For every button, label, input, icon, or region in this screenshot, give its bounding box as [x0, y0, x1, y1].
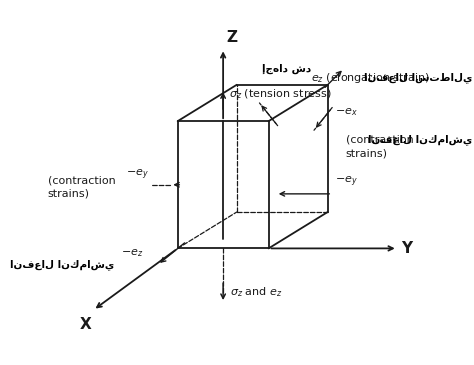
Text: إجهاد شد: إجهاد شد [262, 64, 311, 74]
Text: انفعال انكماشي: انفعال انكماشي [9, 260, 114, 270]
Text: $-e_y$: $-e_y$ [335, 175, 358, 189]
Text: strains): strains) [48, 188, 90, 199]
Text: X: X [80, 318, 92, 333]
Text: Z: Z [227, 30, 238, 45]
Text: strains): strains) [346, 149, 388, 158]
Text: $e_z$ (elongation strain): $e_z$ (elongation strain) [311, 70, 430, 85]
Text: $-e_y$: $-e_y$ [126, 168, 148, 182]
Text: Y: Y [401, 241, 412, 256]
Text: $\sigma_z$ and $e_z$: $\sigma_z$ and $e_z$ [230, 285, 283, 299]
Text: $-e_z$: $-e_z$ [121, 247, 143, 259]
Text: انفعال استطالي: انفعال استطالي [364, 72, 472, 83]
Text: $-e_x$: $-e_x$ [335, 106, 358, 118]
Text: انفعال انكماشي: انفعال انكماشي [368, 134, 472, 145]
Text: $\sigma_z$ (tension stress): $\sigma_z$ (tension stress) [228, 87, 331, 101]
Text: (contraction: (contraction [346, 135, 414, 145]
Text: (contraction: (contraction [48, 176, 116, 186]
